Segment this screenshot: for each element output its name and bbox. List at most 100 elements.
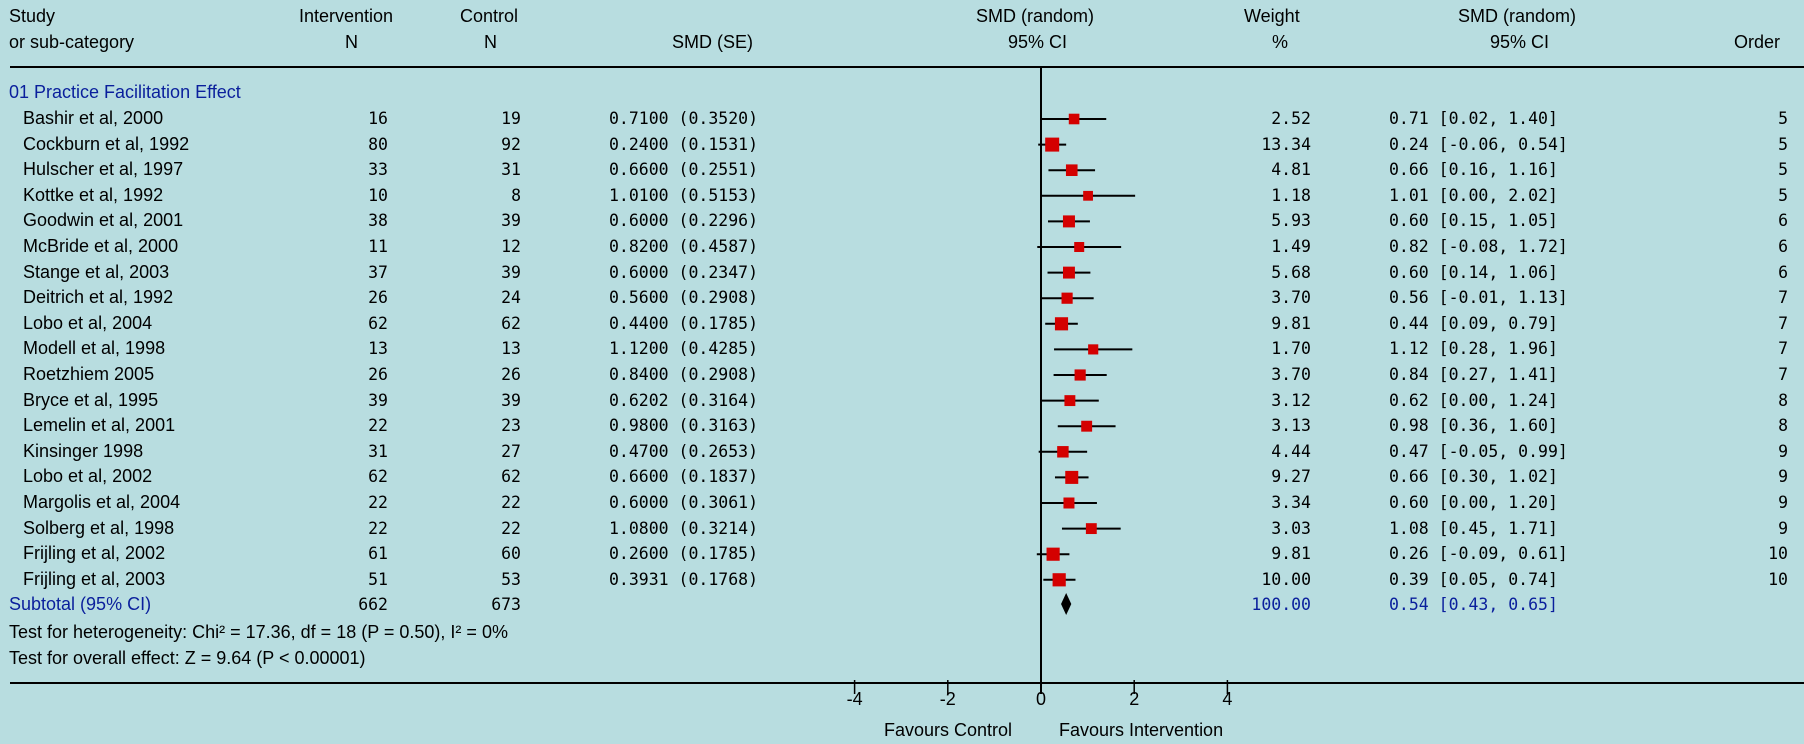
n-intervention: 26 bbox=[368, 365, 388, 384]
overall-effect-test: Test for overall effect: Z = 9.64 (P < 0… bbox=[9, 648, 366, 668]
smd-se: 0.2400 (0.1531) bbox=[609, 134, 759, 154]
study-name: Solberg et al, 1998 bbox=[23, 517, 175, 538]
study-name: Lobo et al, 2004 bbox=[23, 312, 153, 333]
study-name: Cockburn et al, 1992 bbox=[23, 133, 190, 154]
weight: 3.70 bbox=[1271, 365, 1311, 384]
header-intervention: Intervention bbox=[299, 6, 394, 26]
n-intervention: 33 bbox=[368, 160, 388, 180]
smd-ci-text: 1.01 [0.00, 2.02] bbox=[1389, 185, 1558, 205]
weight: 9.27 bbox=[1271, 467, 1311, 487]
study-name: Kinsinger 1998 bbox=[23, 440, 144, 461]
n-control: 39 bbox=[501, 262, 521, 282]
smd-se: 0.4400 (0.1785) bbox=[609, 313, 759, 333]
study-marker bbox=[1064, 395, 1076, 407]
n-control: 62 bbox=[501, 467, 521, 487]
n-intervention: 13 bbox=[368, 339, 388, 359]
n-intervention: 80 bbox=[368, 134, 388, 154]
order: 9 bbox=[1778, 493, 1788, 512]
study-marker bbox=[1074, 241, 1085, 253]
order: 9 bbox=[1778, 467, 1788, 487]
x-tick-label: 0 bbox=[1036, 689, 1046, 709]
weight: 4.81 bbox=[1271, 160, 1311, 180]
smd-se: 0.6202 (0.3164) bbox=[609, 390, 759, 410]
weight: 5.68 bbox=[1271, 262, 1311, 282]
study-marker bbox=[1061, 292, 1073, 304]
weight: 3.03 bbox=[1271, 518, 1311, 538]
header-smd-random-col: SMD (random) bbox=[1458, 6, 1577, 26]
order: 9 bbox=[1778, 441, 1788, 461]
weight: 1.70 bbox=[1271, 339, 1311, 359]
study-marker bbox=[1081, 420, 1093, 432]
n-control: 24 bbox=[501, 288, 521, 308]
smd-ci-text: 0.84 [0.27, 1.41] bbox=[1389, 365, 1558, 384]
n-intervention: 37 bbox=[368, 262, 388, 282]
smd-ci-text: 1.08 [0.45, 1.71] bbox=[1389, 518, 1558, 538]
study-row: Modell et al, 1998 13 13 1.1200 (0.4285) 1.7… bbox=[0, 336, 1804, 361]
order: 7 bbox=[1778, 313, 1788, 333]
study-row: Stange et al, 2003 37 39 0.6000 (0.2347) 5.6… bbox=[0, 260, 1804, 285]
smd-se: 1.0800 (0.3214) bbox=[609, 518, 759, 538]
study-marker bbox=[1074, 369, 1086, 381]
n-control: 62 bbox=[501, 313, 521, 333]
x-tick-label: 4 bbox=[1222, 689, 1232, 709]
smd-ci-text: 0.66 [0.16, 1.16] bbox=[1389, 160, 1558, 180]
header-intervention-n: N bbox=[345, 32, 358, 52]
smd-ci-text: 0.60 [0.14, 1.06] bbox=[1389, 262, 1558, 282]
weight: 1.18 bbox=[1271, 185, 1311, 205]
n-intervention: 22 bbox=[368, 518, 388, 538]
study-name: Lobo et al, 2002 bbox=[23, 466, 153, 487]
study-row: Frijling et al, 2003 51 53 0.3931 (0.1768) 1… bbox=[0, 567, 1804, 592]
study-marker bbox=[1046, 547, 1060, 561]
smd-ci-text: 0.62 [0.00, 1.24] bbox=[1389, 390, 1558, 410]
study-name: Goodwin et al, 2001 bbox=[23, 210, 184, 231]
order: 5 bbox=[1778, 160, 1788, 180]
weight: 5.93 bbox=[1271, 211, 1311, 231]
header-smd-random-plot: SMD (random) bbox=[976, 6, 1095, 26]
study-row: Hulscher et al, 1997 33 31 0.6600 (0.2551) 4… bbox=[0, 157, 1804, 182]
order: 8 bbox=[1778, 390, 1788, 410]
smd-ci-text: 0.26 [-0.09, 0.61] bbox=[1389, 544, 1568, 564]
order: 5 bbox=[1778, 109, 1788, 128]
x-tick-label: -4 bbox=[847, 689, 863, 709]
header-order: Order bbox=[1734, 32, 1781, 52]
study-row: Roetzhiem 2005 26 26 0.8400 (0.2908) 3.70 0.8… bbox=[0, 362, 1804, 387]
study-row: Lobo et al, 2004 62 62 0.4400 (0.1785) 9.81 0… bbox=[0, 311, 1804, 336]
n-control: 39 bbox=[501, 390, 521, 410]
smd-ci-text: 0.44 [0.09, 0.79] bbox=[1389, 313, 1558, 333]
group-title: 01 Practice Facilitation Effect bbox=[9, 82, 241, 102]
study-row: Solberg et al, 1998 22 22 1.0800 (0.3214) 3.… bbox=[0, 516, 1804, 541]
subtotal-weight: 100.00 bbox=[1251, 595, 1311, 614]
subtotal-n-intervention: 662 bbox=[358, 595, 388, 614]
study-name: Deitrich et al, 1992 bbox=[23, 287, 174, 308]
n-control: 22 bbox=[501, 518, 521, 538]
study-name: Kottke et al, 1992 bbox=[23, 184, 164, 205]
pooled-diamond bbox=[1061, 593, 1072, 615]
smd-ci-text: 0.24 [-0.06, 0.54] bbox=[1389, 134, 1568, 154]
smd-se: 0.9800 (0.3163) bbox=[609, 416, 759, 436]
study-marker bbox=[1085, 523, 1097, 535]
n-control: 92 bbox=[501, 134, 521, 154]
study-row: Cockburn et al, 1992 80 92 0.2400 (0.1531) 1… bbox=[0, 132, 1804, 157]
study-row: Margolis et al, 2004 22 22 0.6000 (0.3061) 3… bbox=[0, 490, 1804, 515]
header-subcategory: or sub-category bbox=[9, 32, 135, 52]
weight: 9.81 bbox=[1271, 544, 1311, 564]
smd-se: 0.6600 (0.1837) bbox=[609, 467, 759, 487]
order: 8 bbox=[1778, 416, 1788, 436]
study-name: McBride et al, 2000 bbox=[23, 236, 179, 256]
header-study: Study bbox=[9, 6, 56, 26]
header-ci-col: 95% CI bbox=[1490, 32, 1550, 52]
study-name: Modell et al, 1998 bbox=[23, 338, 166, 359]
smd-ci-text: 0.47 [-0.05, 0.99] bbox=[1389, 441, 1568, 461]
smd-se: 0.3931 (0.1768) bbox=[609, 569, 759, 589]
header-weight-unit: % bbox=[1272, 32, 1289, 52]
smd-ci-text: 0.71 [0.02, 1.40] bbox=[1389, 109, 1558, 128]
weight: 4.44 bbox=[1271, 441, 1311, 461]
smd-ci-text: 0.56 [-0.01, 1.13] bbox=[1389, 288, 1568, 308]
x-tick-label: -2 bbox=[940, 689, 956, 709]
smd-se: 0.2600 (0.1785) bbox=[609, 544, 759, 564]
n-control: 13 bbox=[501, 339, 521, 359]
weight: 2.52 bbox=[1271, 109, 1311, 128]
weight: 13.34 bbox=[1261, 134, 1311, 154]
header-control: Control bbox=[460, 6, 519, 26]
